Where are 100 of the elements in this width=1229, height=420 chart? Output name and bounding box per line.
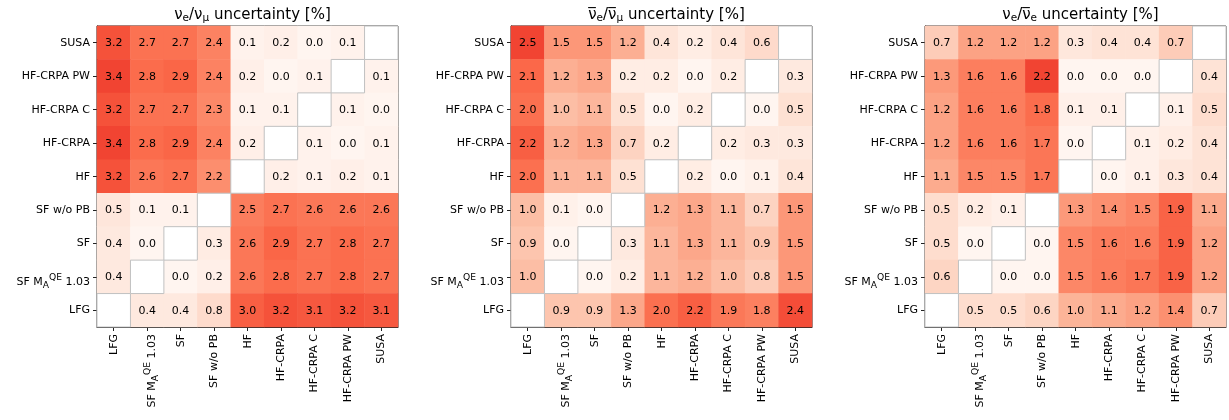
data-label: 0.4 xyxy=(138,303,156,317)
data-label: 2.8 xyxy=(138,136,156,150)
data-label: 1.7 xyxy=(1033,136,1051,150)
data-label: 0.4 xyxy=(1100,36,1118,50)
data-label: 0.2 xyxy=(719,136,738,150)
y-tick-label: HF-CRPA C xyxy=(859,102,918,117)
data-label: 1.6 xyxy=(1100,270,1118,284)
data-label: 0.0 xyxy=(1100,69,1118,83)
data-label: 0.4 xyxy=(1200,136,1219,150)
chart-title: νe/νμ uncertainty [%] xyxy=(174,4,331,24)
data-label: 1.0 xyxy=(518,270,537,284)
x-tick-label: HF-CRPA C xyxy=(1135,334,1150,395)
x-tick-label: SF w/o PB xyxy=(1035,334,1050,390)
data-label: 1.1 xyxy=(1200,203,1219,217)
x-tick-label: SF xyxy=(1001,334,1016,350)
data-label: 0.1 xyxy=(305,170,324,183)
data-label: 3.4 xyxy=(104,69,123,83)
y-tick-label: SF M$_{A}$$^{QE}$ 1.03 xyxy=(16,269,90,292)
data-label: 2.8 xyxy=(339,236,357,250)
data-label: 0.1 xyxy=(372,136,391,150)
data-label: 2.2 xyxy=(205,170,223,183)
data-label: 1.2 xyxy=(686,270,704,284)
data-label: 1.5 xyxy=(552,36,570,50)
data-label: 0.7 xyxy=(753,203,771,217)
y-tick-label: SF M$_{A}$$^{QE}$ 1.03 xyxy=(844,269,918,292)
data-label: 0.5 xyxy=(619,103,637,117)
y-tick-label: HF-CRPA PW xyxy=(849,69,918,84)
data-label: 3.2 xyxy=(104,36,123,50)
x-tick-label: SF w/o PB xyxy=(207,334,222,390)
data-label: 0.1 xyxy=(238,36,257,50)
x-tick-label: SUSA xyxy=(374,334,389,366)
data-label: 0.1 xyxy=(1133,136,1152,150)
data-label: 3.2 xyxy=(339,303,357,317)
x-tick-label: HF xyxy=(1068,334,1083,351)
data-label: 1.0 xyxy=(552,103,570,117)
data-label: 2.7 xyxy=(272,203,290,217)
data-label: 0.2 xyxy=(1167,136,1185,150)
data-label: 0.0 xyxy=(372,103,391,117)
y-tick-label: SF xyxy=(76,236,90,251)
data-label: 0.2 xyxy=(272,170,290,183)
data-label: 2.8 xyxy=(339,270,357,284)
data-label: 0.5 xyxy=(619,170,637,183)
data-label: 1.9 xyxy=(1167,203,1185,217)
chart-title: νe/ν̅e uncertainty [%] xyxy=(1002,4,1159,24)
data-label: 2.7 xyxy=(305,236,324,250)
data-label: 0.4 xyxy=(652,36,671,50)
data-label: 0.2 xyxy=(652,69,671,83)
data-label: 1.6 xyxy=(999,69,1018,83)
data-label: 2.7 xyxy=(138,103,156,117)
x-tick-label: HF-CRPA xyxy=(273,334,288,384)
data-label: 1.5 xyxy=(585,36,604,50)
x-tick-label: LFG xyxy=(106,334,121,357)
data-label: 1.2 xyxy=(1200,270,1219,284)
data-label: 0.3 xyxy=(786,136,805,150)
data-label: 3.1 xyxy=(305,303,324,317)
data-label: 2.6 xyxy=(238,270,257,284)
data-label: 3.4 xyxy=(104,136,123,150)
data-label: 0.4 xyxy=(786,170,805,183)
data-label: 1.6 xyxy=(999,136,1018,150)
data-label: 2.4 xyxy=(205,69,223,83)
data-label: 1.3 xyxy=(585,69,604,83)
data-label: 0.0 xyxy=(138,236,156,250)
y-tick-label: HF-CRPA xyxy=(42,136,90,151)
data-label: 1.3 xyxy=(932,69,951,83)
data-label: 2.8 xyxy=(272,270,290,284)
data-label: 0.2 xyxy=(686,103,704,117)
data-label: 0.2 xyxy=(238,69,257,83)
x-tick-label: HF-CRPA xyxy=(1101,334,1116,384)
data-label: 1.1 xyxy=(932,170,951,183)
data-label: 1.0 xyxy=(1066,303,1085,317)
data-label: 2.0 xyxy=(518,170,537,183)
data-label: 1.1 xyxy=(652,236,671,250)
data-label: 0.2 xyxy=(619,69,637,83)
data-label: 0.3 xyxy=(1167,170,1185,183)
y-tick-label: SUSA xyxy=(474,35,504,50)
data-label: 1.2 xyxy=(999,36,1018,50)
data-label: 0.0 xyxy=(339,136,357,150)
data-label: 1.1 xyxy=(585,103,604,117)
data-label: 0.2 xyxy=(652,136,671,150)
x-tick-label: HF-CRPA xyxy=(687,334,702,384)
data-label: 1.2 xyxy=(1033,36,1051,50)
data-label: 0.4 xyxy=(104,270,123,284)
data-label: 0.1 xyxy=(272,103,290,117)
data-label: 1.2 xyxy=(932,103,951,117)
data-label: 0.0 xyxy=(1066,69,1085,83)
y-tick-label: LFG xyxy=(483,303,504,318)
data-label: 1.5 xyxy=(1066,270,1085,284)
data-label: 0.0 xyxy=(585,270,604,284)
data-label: 0.1 xyxy=(339,103,357,117)
x-tick-label: SF xyxy=(587,334,602,350)
data-label: 0.5 xyxy=(999,303,1018,317)
data-label: 0.0 xyxy=(966,236,984,250)
data-label: 2.6 xyxy=(238,236,257,250)
y-tick-label: SF xyxy=(490,236,504,251)
data-label: 0.0 xyxy=(272,69,290,83)
data-label: 1.1 xyxy=(1100,303,1118,317)
data-label: 0.8 xyxy=(205,303,223,317)
data-label: 0.2 xyxy=(719,69,738,83)
x-tick-label: SUSA xyxy=(1202,334,1217,366)
data-label: 0.0 xyxy=(1133,69,1152,83)
